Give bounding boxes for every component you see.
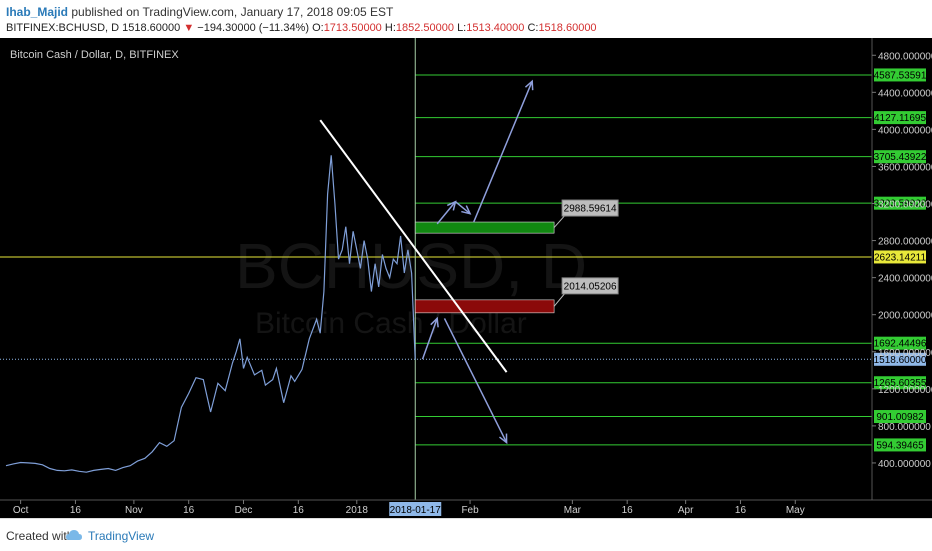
level-label-bg (874, 336, 926, 350)
x-tick-label: 2018 (346, 505, 369, 516)
y-tick-label: 4800.000000 (878, 51, 932, 62)
green-zone-callout-bg (561, 199, 619, 217)
price-series-line (5, 155, 416, 473)
chart-header: Ihab_Majid published on TradingView.com,… (0, 0, 932, 38)
level-label-bg (874, 438, 926, 452)
last-price: 1518.60000 (122, 22, 181, 34)
green-zone-box (414, 221, 555, 234)
open-value: 1713.50000 (323, 22, 382, 34)
level-label-bg (874, 150, 926, 164)
level-label: 3203.59928 (874, 199, 927, 210)
y-tick-label: 2400.000000 (878, 274, 932, 285)
y-tick-label: 4400.000000 (878, 88, 932, 99)
low-label: L: (457, 22, 467, 34)
level-label: 1692.44496 (874, 339, 927, 350)
low-value: 1513.40000 (466, 22, 525, 34)
author-link[interactable]: Ihab_Majid (6, 5, 69, 19)
projection-arrow (436, 201, 457, 225)
open-label: O: (312, 22, 324, 34)
level-label: 594.39465 (876, 440, 924, 451)
red-zone-box (414, 299, 555, 314)
y-tick-label: 2000.000000 (878, 311, 932, 322)
change-arrow-icon: ▼ (183, 22, 195, 34)
level-label-bg (874, 196, 926, 210)
chart-area[interactable]: BCHUSD, D Bitcoin Cash / Dollar 4587.5359… (0, 38, 932, 518)
x-tick-label: Mar (564, 505, 582, 516)
x-tick-label: 16 (735, 505, 747, 516)
y-tick-label: 1200.000000 (878, 385, 932, 396)
projection-arrow (443, 318, 508, 443)
y-tick-label: 1600.000000 (878, 348, 932, 359)
current-price-label-bg (874, 352, 926, 366)
level-label: 3705.43922 (874, 152, 927, 163)
published-text: published on TradingView.com, January 17… (71, 5, 394, 19)
current-date-label-bg (389, 502, 442, 516)
close-label: C: (527, 22, 539, 34)
x-tick-label: 16 (183, 505, 195, 516)
x-tick-label: Dec (235, 505, 253, 516)
trend-line (319, 119, 508, 373)
x-tick-label: Feb (461, 505, 479, 516)
y-tick-label: 2800.000000 (878, 237, 932, 248)
chart-title: Bitcoin Cash / Dollar, D, BITFINEX (10, 49, 179, 61)
x-tick-label: 16 (70, 505, 82, 516)
level-label-bg (874, 250, 926, 264)
projection-arrow (421, 318, 438, 360)
projection-arrowhead (524, 79, 534, 91)
level-label: 4127.11695 (874, 113, 927, 124)
y-tick-label: 4000.000000 (878, 125, 932, 136)
level-label: 901.00982 (876, 412, 924, 423)
tradingview-cloud-icon (66, 530, 82, 540)
level-label: 1265.60355 (874, 378, 927, 389)
publish-info: Ihab_Majid published on TradingView.com,… (6, 5, 393, 19)
level-label: 2623.14211 (874, 252, 927, 263)
x-tick-label: Oct (13, 505, 29, 516)
red-zone-callout-bg (561, 277, 619, 295)
level-label-bg (874, 68, 926, 82)
green-zone-callout-label: 2988.59614 (564, 204, 617, 215)
x-tick-label: May (786, 505, 805, 516)
high-label: H: (384, 22, 396, 34)
y-tick-label: 3600.000000 (878, 162, 932, 173)
current-price-label: 1518.60000 (874, 355, 927, 366)
level-label-bg (874, 111, 926, 125)
level-label-bg (874, 410, 926, 424)
y-tick-label: 3200.000000 (878, 200, 932, 211)
created-with-text: Created with (6, 529, 74, 543)
red-zone-callout-label: 2014.05206 (564, 281, 617, 292)
level-label-bg (874, 376, 926, 390)
change-value: −194.30000 (−11.34%) (197, 22, 309, 34)
symbol-label: BITFINEX:BCHUSD, D (6, 22, 120, 34)
current-date-label: 2018-01-17 (390, 505, 442, 516)
projection-arrowhead (430, 316, 439, 328)
x-tick-label: 16 (293, 505, 305, 516)
ohlc-bar: BITFINEX:BCHUSD, D 1518.60000 ▼ −194.300… (6, 22, 597, 34)
projection-arrowhead (461, 205, 472, 215)
projection-arrow (454, 201, 471, 215)
close-value: 1518.60000 (538, 22, 597, 34)
x-tick-label: 16 (622, 505, 634, 516)
tradingview-link[interactable]: TradingView (88, 529, 155, 543)
x-tick-label: Nov (125, 505, 143, 516)
x-tick-label: Apr (678, 505, 694, 516)
y-tick-label: 400.000000 (878, 459, 931, 470)
y-tick-label: 800.000000 (878, 422, 931, 433)
projection-arrow (473, 80, 533, 223)
level-label: 4587.53591 (874, 70, 927, 81)
footer: Created with TradingView (0, 518, 932, 551)
projection-arrowhead (499, 433, 508, 445)
high-value: 1852.50000 (395, 22, 454, 34)
